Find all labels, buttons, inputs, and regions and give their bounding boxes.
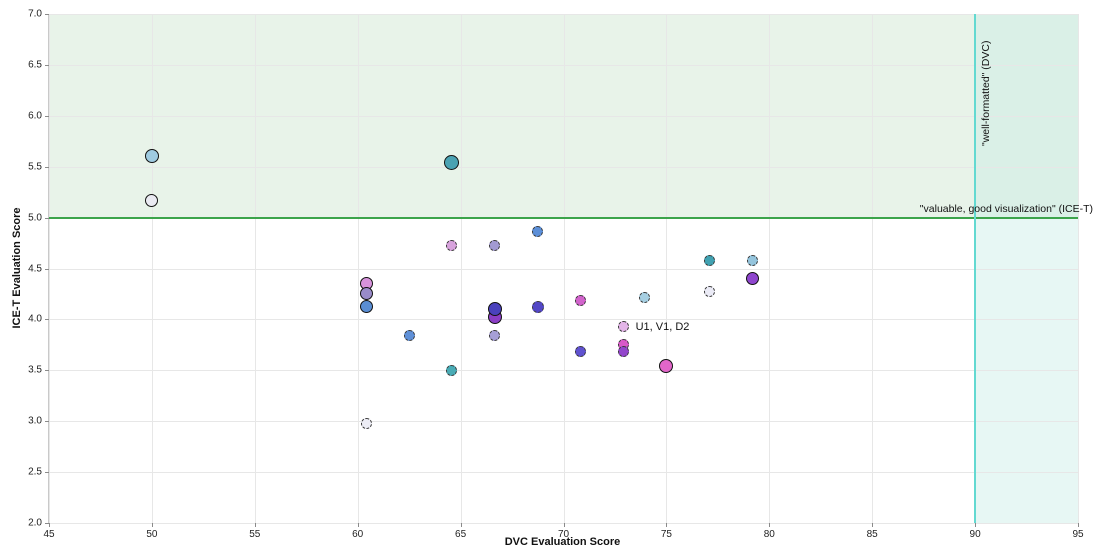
y-tick-label: 3.0: [28, 415, 42, 427]
y-tick-mark: [45, 115, 49, 117]
x-tick-mark: [666, 523, 668, 527]
scatter-point: [446, 364, 458, 376]
x-axis-title: DVC Evaluation Score: [504, 536, 621, 548]
y-tick-mark: [45, 64, 49, 66]
x-tick-mark: [49, 523, 50, 527]
x-tick-label: 45: [43, 529, 55, 540]
y-tick-mark: [45, 370, 49, 372]
y-tick-label: 6.5: [28, 59, 42, 71]
y-tick-label: 2.0: [28, 517, 42, 529]
scatter-point: [575, 294, 587, 306]
y-tick-mark: [45, 217, 49, 219]
gridline: [49, 472, 1078, 474]
x-tick-mark: [1078, 523, 1079, 527]
gridline: [49, 115, 1078, 117]
scatter-point: [489, 330, 501, 342]
scatter-point: [360, 417, 372, 429]
scatter-point: [532, 226, 544, 238]
icet-threshold-line: [49, 216, 1078, 219]
point-annotation: U1, V1, D2: [635, 320, 690, 333]
gridline: [1078, 14, 1079, 523]
x-tick-label: 80: [763, 529, 775, 540]
scatter-point: [659, 359, 674, 374]
y-tick-mark: [45, 421, 49, 423]
y-tick-label: 4.5: [28, 263, 42, 274]
scatter-point: [487, 302, 502, 317]
y-tick-label: 5.0: [28, 212, 42, 224]
x-tick-mark: [563, 523, 565, 527]
x-tick-label: 85: [866, 529, 878, 540]
scatter-point: [359, 299, 373, 313]
scatter-point: [489, 239, 501, 251]
x-tick-label: 65: [455, 529, 467, 540]
scatter-point: [444, 155, 460, 171]
x-tick-label: 75: [660, 529, 672, 540]
x-tick-label: 50: [146, 529, 158, 540]
x-tick-mark: [151, 523, 153, 527]
gridline: [49, 268, 1078, 270]
y-tick-mark: [45, 472, 49, 474]
gridline: [49, 370, 1078, 372]
y-tick-label: 4.0: [28, 313, 42, 325]
scatter-point: [446, 239, 458, 251]
gridline: [49, 319, 1078, 321]
scatter-point: [359, 287, 373, 301]
y-tick-mark: [45, 14, 49, 15]
x-tick-label: 60: [352, 529, 364, 540]
y-tick-label: 3.5: [28, 364, 42, 376]
x-tick-label: 70: [557, 529, 570, 540]
gridline: [49, 166, 1078, 168]
scatter-point: [145, 193, 159, 207]
scatter-point: [745, 272, 759, 286]
y-tick-mark: [45, 319, 49, 321]
dvc-threshold-line: [974, 14, 977, 523]
y-tick-label: 2.5: [28, 466, 42, 478]
x-tick-label: 55: [249, 529, 261, 540]
y-tick-label: 7.0: [28, 8, 42, 20]
x-tick-mark: [357, 523, 359, 527]
gridline: [49, 14, 1078, 15]
scatter-point: [618, 321, 630, 333]
dvc-threshold-label: "well-formatted" (DVC): [980, 40, 993, 146]
x-tick-label: 90: [969, 529, 981, 540]
x-tick-mark: [254, 523, 256, 527]
y-tick-mark: [45, 166, 49, 168]
x-tick-mark: [975, 523, 977, 527]
y-tick-mark: [45, 268, 49, 270]
scatter-point: [746, 254, 758, 266]
x-tick-mark: [769, 523, 771, 527]
scatter-point: [144, 148, 159, 163]
x-tick-mark: [460, 523, 462, 527]
x-tick-mark: [872, 523, 874, 527]
gridline: [49, 421, 1078, 423]
y-tick-label: 5.5: [28, 161, 42, 173]
x-tick-label: 95: [1072, 529, 1084, 540]
y-tick-mark: [45, 523, 49, 524]
icet-threshold-label: "valuable, good visualization" (ICE-T): [919, 202, 1093, 215]
y-tick-label: 6.0: [28, 110, 42, 122]
y-axis-title: ICE-T Evaluation Score: [11, 207, 23, 329]
scatter-point: [403, 330, 415, 342]
scatter-point: [575, 346, 587, 358]
plot-area: "valuable, good visualization" (ICE-T) "…: [28, 9, 1093, 541]
scatter-point: [531, 301, 544, 314]
scatter-point: [618, 346, 630, 358]
scatter-point: [703, 254, 715, 266]
gridline: [49, 64, 1078, 66]
scatter-point: [703, 286, 715, 298]
scatter-point: [639, 291, 651, 303]
